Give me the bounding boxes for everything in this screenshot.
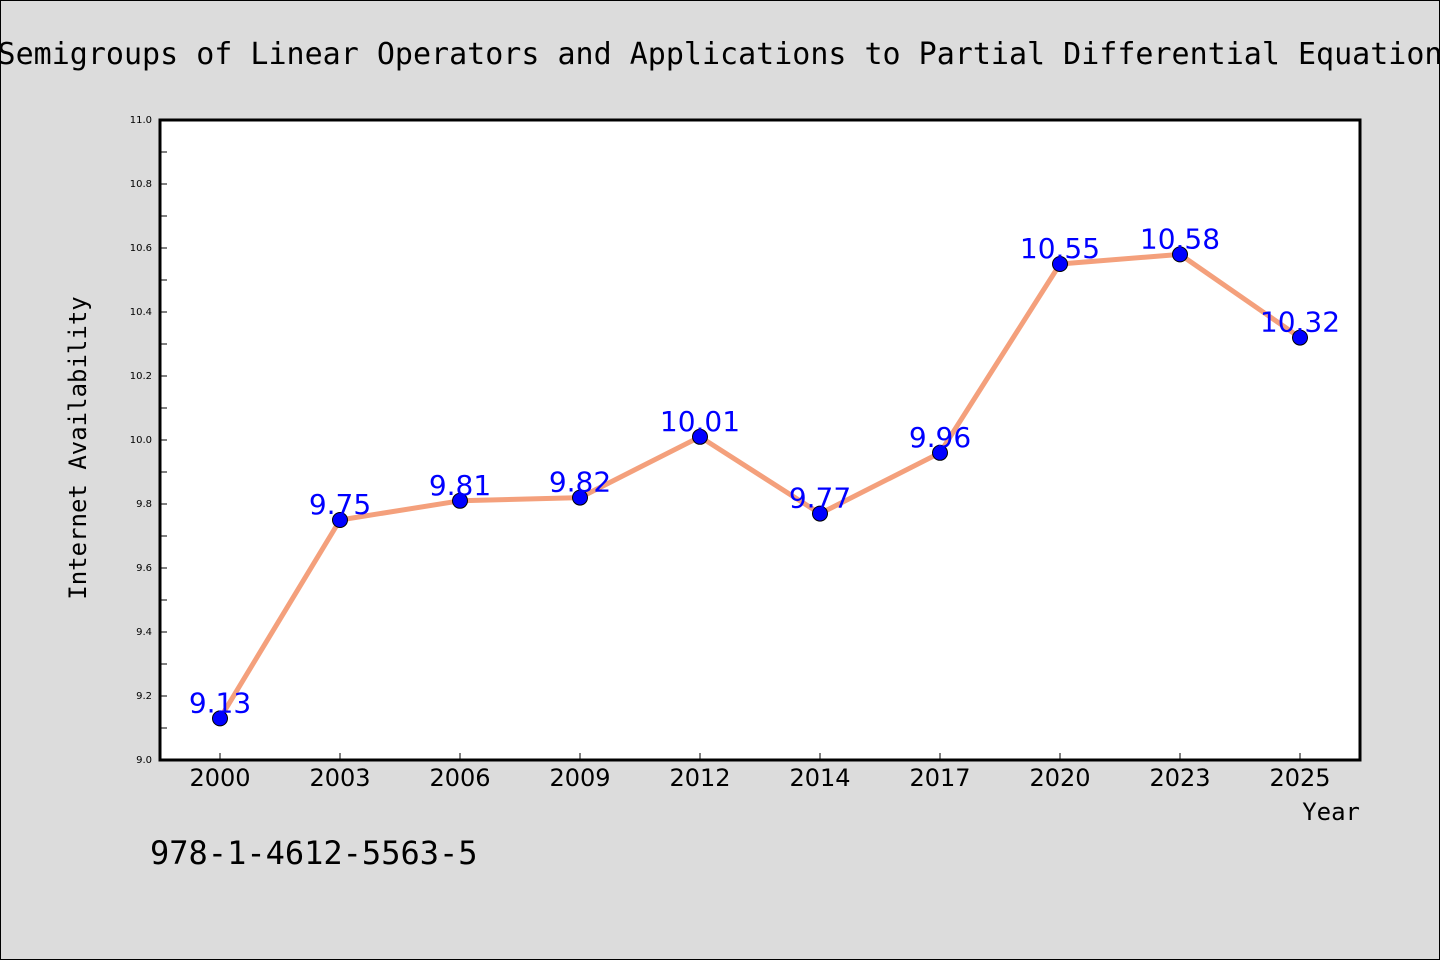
y-tick-label: 9.8 [136, 499, 152, 510]
y-tick-label: 11.0 [130, 115, 152, 126]
x-tick-label: 2023 [1149, 764, 1210, 792]
data-point [932, 444, 948, 461]
data-label: 10.32 [1260, 306, 1340, 339]
data-label: 9.77 [789, 482, 851, 515]
data-point [1052, 256, 1068, 272]
data-label: 9.81 [429, 469, 491, 502]
data-label: 9.13 [189, 686, 251, 719]
x-tick-label: 2020 [1029, 764, 1090, 792]
x-axis: 2000 2003 2006 2009 2012 2014 2017 2020 2023 2025 [189, 753, 1331, 792]
y-tick-label: 10.8 [130, 179, 152, 190]
y-tick-label: 10.2 [130, 371, 152, 382]
data-point [332, 512, 348, 528]
x-tick-label: 2009 [549, 764, 610, 792]
data-point [1292, 329, 1308, 346]
x-axis-label: Year [1302, 798, 1360, 826]
data-label: 9.96 [909, 421, 971, 454]
y-axis-label: Internet Availability [64, 296, 92, 599]
data-label: 9.82 [549, 466, 611, 499]
data-label: 10.58 [1140, 222, 1220, 255]
y-axis: 9.0 9.2 9.4 9.6 9.8 10.0 10.2 10.4 10.6 10.8 11.0 [130, 115, 167, 766]
y-tick-label: 9.0 [136, 755, 152, 766]
y-tick-label: 10.0 [130, 435, 152, 446]
x-tick-label: 2006 [429, 764, 490, 792]
isbn-annotation: 978-1-4612-5563-5 [150, 834, 478, 872]
data-label: 10.01 [660, 405, 740, 438]
data-point [572, 489, 588, 506]
y-tick-label: 10.6 [130, 243, 152, 254]
data-point [452, 492, 468, 509]
y-tick-label: 9.2 [136, 691, 152, 702]
x-tick-label: 2003 [309, 764, 370, 792]
x-tick-label: 2025 [1269, 764, 1330, 792]
data-point [692, 428, 708, 445]
data-point [1172, 246, 1188, 263]
y-tick-label: 9.4 [136, 627, 152, 638]
x-tick-label: 2012 [669, 764, 730, 792]
data-markers [212, 246, 1308, 727]
x-tick-label: 2014 [789, 764, 850, 792]
data-labels: 9.13 9.75 9.81 9.82 10.01 9.77 9.96 10.55 10.58 1… [189, 222, 1340, 719]
chart-title: Semigroups of Linear Operators and Appli… [0, 37, 1440, 72]
data-label: 10.55 [1020, 232, 1100, 265]
data-point [212, 710, 228, 727]
data-point [812, 505, 828, 522]
y-tick-label: 10.4 [130, 307, 152, 318]
data-label: 9.75 [309, 488, 371, 521]
x-tick-label: 2000 [189, 764, 250, 792]
series-line [217, 251, 1303, 721]
plot-area [158, 118, 1362, 762]
y-tick-label: 9.6 [136, 563, 152, 574]
x-tick-label: 2017 [909, 764, 970, 792]
